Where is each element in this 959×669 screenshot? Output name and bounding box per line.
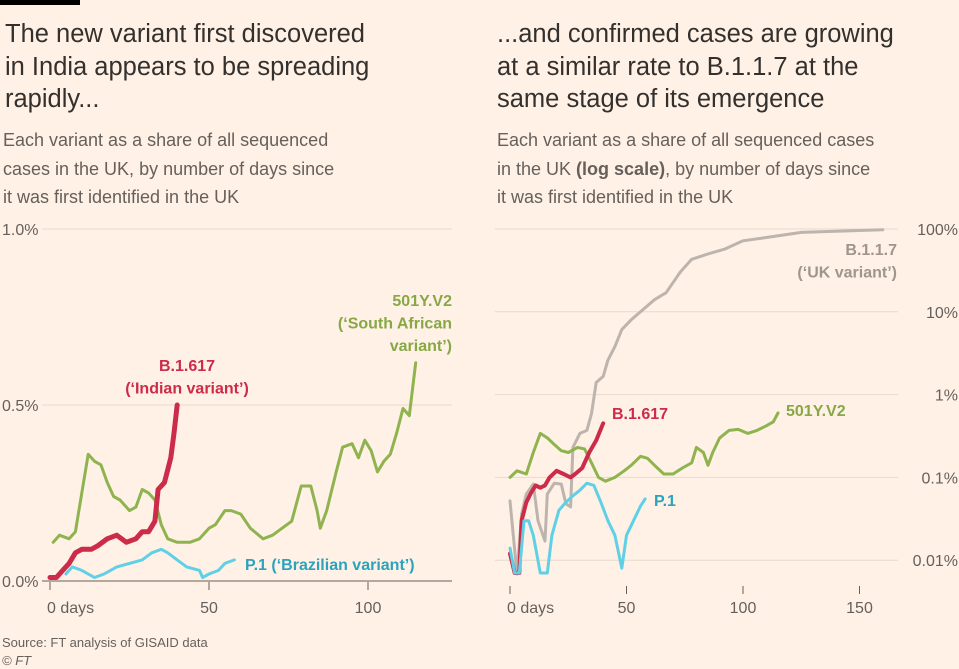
y-tick-label: 0.1% <box>922 470 958 487</box>
series-line-b-1-617 <box>508 421 606 575</box>
subtitle-line: it was first identified in the UK <box>3 187 240 207</box>
series-label-501y-v2: (‘South African <box>338 316 452 333</box>
subtitle-line: Each variant as a share of all sequenced <box>3 130 329 150</box>
title-line: ...and confirmed cases are growing <box>497 20 894 48</box>
y-tick-label: 0.01% <box>913 553 958 570</box>
y-tick-label: 10% <box>926 305 958 322</box>
series-label-501y-v2: variant’) <box>390 338 452 355</box>
source-note: Source: FT analysis of GISAID data <box>2 635 208 650</box>
series-label-501y-v2: 501Y.V2 <box>392 293 452 310</box>
x-tick-label: 50 <box>200 600 218 617</box>
title-line: at a similar rate to B.1.1.7 at the <box>497 52 859 81</box>
log-scale-note: (log scale) <box>576 158 666 179</box>
series-label-501y-v2: 501Y.V2 <box>786 403 846 420</box>
x-tick-label: 100 <box>355 600 382 617</box>
y-tick-label: 0.0% <box>2 574 38 591</box>
subtitle-line: in the UK (log scale), by number of days… <box>497 155 957 184</box>
series-label-b-1-617: (‘Indian variant’) <box>125 381 249 398</box>
series-line-501y-v2 <box>508 411 780 483</box>
brand-bar <box>0 0 80 5</box>
title-line: same stage of its emergence <box>497 85 825 113</box>
title-line: The new variant first discovered <box>5 20 365 48</box>
subtitle-line: Each variant as a share of all sequenced… <box>497 130 875 150</box>
series-line-501y-v2 <box>51 361 418 544</box>
title-line: in India appears to be spreading <box>5 52 370 81</box>
series-line-b-1-1-7 <box>508 228 885 576</box>
series-line-p-1 <box>64 547 236 579</box>
series-label-b-1-1-7: (‘UK variant’) <box>797 265 897 282</box>
x-tick-label: 100 <box>730 600 757 617</box>
right-chart-title: ...and confirmed cases are growing at a … <box>497 18 937 116</box>
subtitle-line: cases in the UK, by number of days since <box>3 158 335 179</box>
series-line-p-1 <box>508 481 647 575</box>
subtitle-text: , by number of days since <box>665 158 871 179</box>
y-tick-label: 100% <box>917 222 958 239</box>
left-chart-title: The new variant first discovered in Indi… <box>5 18 445 116</box>
series-label-b-1-617: B.1.617 <box>612 406 668 423</box>
y-tick-label: 1.0% <box>2 222 38 239</box>
left-chart-subtitle: Each variant as a share of all sequenced… <box>3 126 453 212</box>
x-tick-label: 50 <box>618 600 636 617</box>
series-line-b-1-617 <box>47 402 180 580</box>
series-label-b-1-617: B.1.617 <box>159 358 215 375</box>
title-line: rapidly... <box>5 85 100 113</box>
series-label-b-1-1-7: B.1.1.7 <box>845 242 897 259</box>
subtitle-text: in the UK <box>497 158 577 179</box>
y-tick-label: 0.5% <box>2 398 38 415</box>
right-chart-subtitle: Each variant as a share of all sequenced… <box>497 126 957 212</box>
x-tick-label: 0 days <box>507 600 554 617</box>
copyright: © FT <box>2 653 32 668</box>
series-label-p-1: P.1 (‘Brazilian variant’) <box>245 557 415 574</box>
x-tick-label: 0 days <box>47 600 94 617</box>
series-label-p-1: P.1 <box>654 493 676 510</box>
x-tick-label: 150 <box>846 600 873 617</box>
subtitle-line: it was first identified in the UK <box>497 187 734 207</box>
y-tick-label: 1% <box>935 388 958 405</box>
